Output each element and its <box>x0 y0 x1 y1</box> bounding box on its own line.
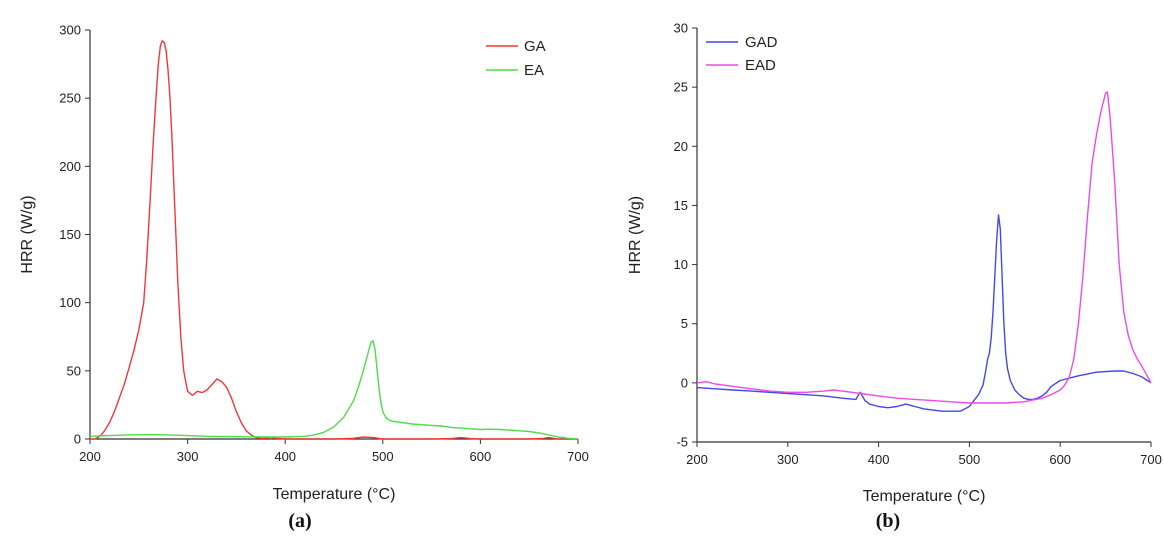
y-tick-label: 200 <box>59 159 81 174</box>
x-axis-title: Temperature (°C) <box>863 488 986 505</box>
series-line-ead <box>696 91 1152 404</box>
legend-label: GA <box>524 38 546 55</box>
x-tick-label: 600 <box>470 449 492 464</box>
axes-frame <box>696 28 1151 443</box>
x-axis-title: Temperature (°C) <box>273 486 396 503</box>
y-tick-label: 250 <box>59 91 81 106</box>
x-tick-label: 500 <box>959 452 981 467</box>
y-tick-label: 150 <box>59 227 81 242</box>
y-tick-label: 20 <box>674 139 688 154</box>
y-tick-label: 5 <box>681 316 688 331</box>
x-tick-label: 300 <box>177 449 199 464</box>
panel-label: (b) <box>876 510 900 532</box>
x-tick-label: 500 <box>372 449 394 464</box>
series-line-ea <box>89 340 579 440</box>
y-tick-label: 0 <box>74 432 81 447</box>
x-tick-label: 400 <box>274 449 296 464</box>
chart-panel-b: 200 300 400 500 600 700 -5 0 5 10 15 20 25 30 GAD EAD Te… <box>627 21 1162 533</box>
legend: GA EA <box>486 38 546 79</box>
y-tick-label: 10 <box>674 257 688 272</box>
y-tick-label: 30 <box>674 21 688 36</box>
x-tick-label: 700 <box>1140 452 1162 467</box>
x-tick-label: 200 <box>686 452 708 467</box>
legend-label: GAD <box>745 34 778 51</box>
y-axis-title: HRR (W/g) <box>627 196 644 274</box>
y-tick-label: 50 <box>67 363 81 378</box>
y-tick-label: 0 <box>681 375 688 390</box>
legend: GAD EAD <box>706 34 778 74</box>
y-tick-label: 300 <box>59 23 81 38</box>
x-tick-label: 400 <box>868 452 890 467</box>
legend-label: EA <box>524 62 544 79</box>
x-tick-label: 600 <box>1049 452 1071 467</box>
y-tick-label: 25 <box>674 80 688 95</box>
series-line-ga <box>90 40 578 440</box>
series-line-gad <box>696 214 1152 412</box>
y-tick-label: 100 <box>59 295 81 310</box>
y-axis-title: HRR (W/g) <box>19 195 36 273</box>
chart-panel-a: 200 300 400 500 600 700 0 50 100 150 200 250 300 GA EA… <box>19 23 589 533</box>
legend-label: EAD <box>745 57 776 74</box>
y-tick-label: -5 <box>676 435 688 450</box>
axes-frame <box>89 30 578 440</box>
panel-label: (a) <box>288 510 311 532</box>
x-tick-label: 700 <box>567 449 589 464</box>
x-tick-label: 200 <box>79 449 101 464</box>
y-tick-label: 15 <box>674 198 688 213</box>
x-tick-label: 300 <box>777 452 799 467</box>
